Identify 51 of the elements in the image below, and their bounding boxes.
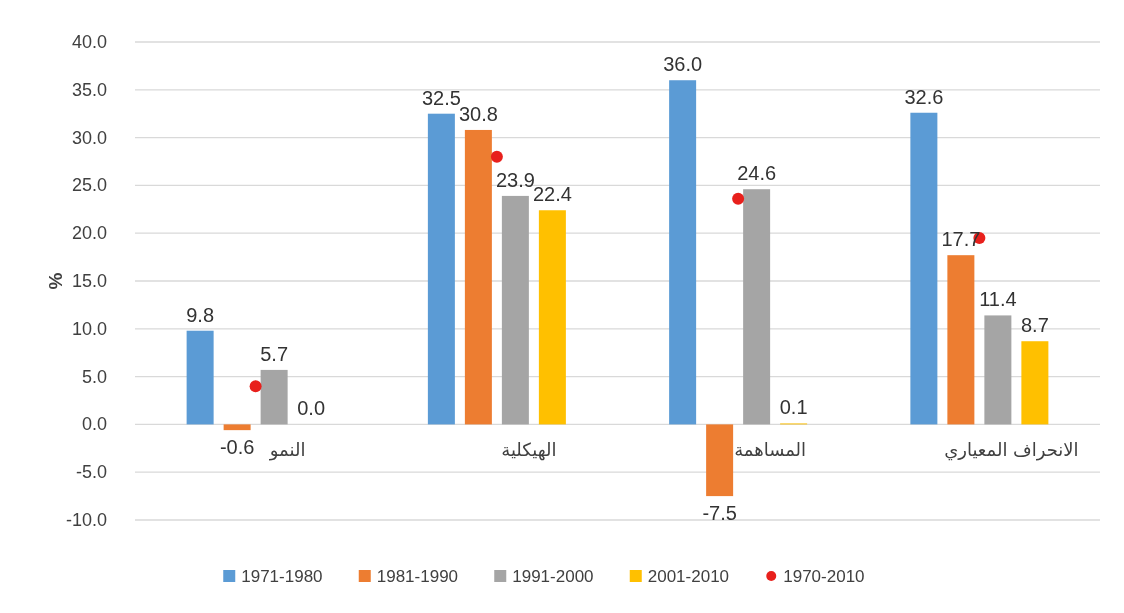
y-axis-title: % — [45, 272, 66, 290]
bar — [706, 424, 734, 497]
data-label: 8.7 — [1020, 314, 1049, 337]
data-label: 36.0 — [663, 53, 703, 76]
bar — [501, 195, 529, 425]
x-tick-label: النمو — [268, 439, 306, 462]
y-tick-label: 5.0 — [81, 366, 107, 387]
legend-label: 2001-2010 — [647, 567, 730, 586]
legend-label: 1981-1990 — [376, 567, 459, 586]
data-label: 0.0 — [297, 397, 326, 420]
bar — [464, 129, 492, 425]
data-label: 11.4 — [979, 288, 1017, 311]
bar — [427, 113, 455, 425]
bar — [223, 424, 251, 431]
bar — [669, 80, 697, 425]
data-label: 5.7 — [260, 342, 289, 365]
x-tick-label: الانحراف المعياري — [944, 439, 1079, 462]
legend-label: 1991-2000 — [512, 567, 594, 586]
y-tick-label: -5.0 — [75, 462, 107, 483]
bar — [984, 315, 1012, 425]
y-tick-label: 25.0 — [71, 175, 107, 196]
legend-label: 1970-2010 — [783, 567, 865, 586]
data-label: 0.1 — [779, 396, 808, 419]
point — [249, 380, 262, 393]
bar — [260, 369, 288, 425]
legend-label: 1971-1980 — [241, 567, 323, 586]
x-tick-label: الهيكلية — [501, 439, 557, 462]
x-tick-label: المساهمة — [734, 439, 807, 461]
bar — [538, 210, 566, 425]
bar — [186, 330, 214, 425]
bar — [743, 189, 771, 425]
bar — [947, 255, 975, 425]
bar — [1021, 341, 1049, 425]
y-tick-label: 20.0 — [71, 223, 107, 244]
y-tick-label: 30.0 — [71, 127, 107, 148]
data-label: 23.9 — [495, 168, 535, 191]
y-tick-label: 15.0 — [71, 271, 107, 291]
point — [490, 150, 503, 163]
bar — [910, 112, 938, 425]
y-tick-label: 10.0 — [71, 318, 107, 339]
data-label: 9.8 — [186, 303, 215, 326]
point — [732, 192, 745, 205]
y-tick-label: -10.0 — [65, 510, 107, 530]
data-label: -0.6 — [219, 436, 255, 459]
y-tick-label: 40.0 — [71, 32, 107, 52]
data-label: 24.6 — [737, 162, 777, 185]
data-label: 32.6 — [904, 85, 944, 108]
y-tick-label: 0.0 — [81, 414, 107, 435]
y-tick-label: 35.0 — [71, 79, 107, 100]
data-label: 32.5 — [421, 86, 461, 109]
data-label: -7.5 — [702, 502, 737, 525]
